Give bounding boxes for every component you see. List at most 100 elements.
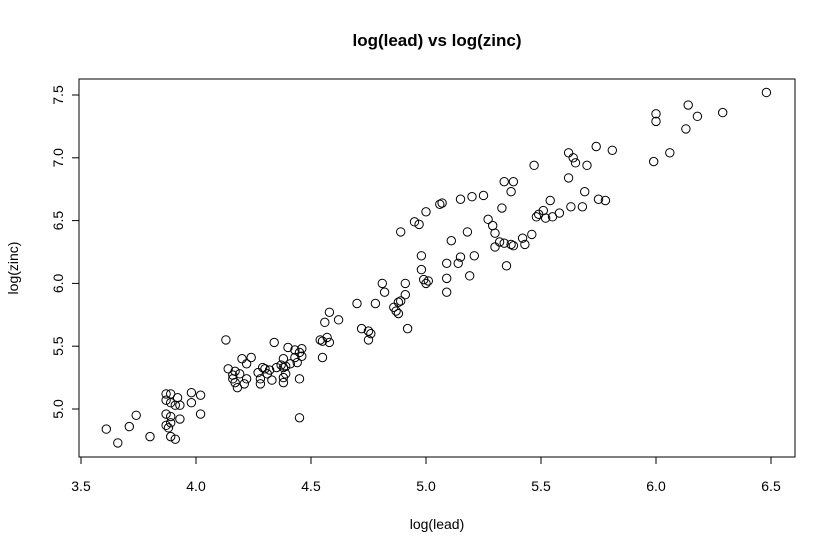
x-tick-label: 5.0	[416, 478, 436, 494]
data-point	[506, 239, 516, 250]
data-point	[508, 176, 519, 187]
data-point	[269, 337, 279, 348]
y-tick-label: 6.5	[50, 211, 66, 231]
data-point	[223, 364, 233, 374]
data-point	[600, 195, 611, 206]
data-point	[649, 156, 659, 167]
data-point	[568, 153, 578, 163]
data-point	[186, 387, 197, 398]
data-point	[517, 233, 528, 243]
data-point	[267, 375, 277, 385]
data-point	[651, 116, 661, 127]
data-point	[391, 306, 401, 316]
data-point	[163, 423, 174, 433]
data-point	[531, 212, 542, 222]
data-point	[255, 379, 266, 389]
data-point	[563, 148, 574, 158]
y-axis-label: log(zinc)	[5, 242, 21, 295]
data-point	[563, 173, 574, 183]
data-point	[421, 278, 431, 289]
data-point	[221, 335, 231, 345]
data-point	[396, 227, 406, 237]
data-point	[665, 148, 675, 158]
data-point	[379, 287, 390, 297]
x-tick-label: 6.5	[761, 478, 781, 494]
data-point	[455, 194, 466, 204]
data-point	[442, 287, 452, 297]
data-point	[294, 413, 305, 423]
data-point	[499, 176, 509, 187]
data-point	[290, 345, 300, 355]
data-point	[294, 374, 305, 384]
data-point	[352, 298, 362, 309]
y-tick-label: 7.5	[50, 85, 66, 105]
data-point	[396, 296, 406, 306]
data-point	[161, 420, 171, 431]
data-point	[170, 434, 181, 444]
data-point	[333, 315, 344, 325]
data-point	[278, 377, 289, 388]
data-point	[506, 187, 516, 197]
data-point	[651, 109, 661, 119]
data-point	[554, 208, 565, 218]
data-point	[497, 203, 507, 213]
x-tick-label: 4.0	[186, 478, 206, 494]
data-point	[490, 228, 500, 238]
data-point	[400, 278, 410, 289]
data-point	[508, 241, 519, 251]
data-point	[237, 354, 247, 364]
data-point	[260, 364, 270, 374]
data-point	[264, 365, 275, 375]
x-tick-label: 4.5	[301, 478, 321, 494]
data-point	[113, 438, 123, 448]
data-point	[320, 317, 330, 328]
data-point	[469, 251, 479, 261]
data-point	[281, 361, 291, 371]
data-point	[241, 374, 252, 384]
data-point	[501, 261, 512, 271]
data-point	[402, 323, 413, 334]
data-point	[437, 198, 447, 208]
data-point	[683, 100, 693, 110]
data-point	[421, 207, 431, 217]
data-point	[377, 278, 387, 289]
data-point	[230, 366, 240, 377]
data-point	[363, 335, 374, 345]
data-point	[577, 202, 588, 212]
data-point	[324, 307, 335, 317]
data-point	[761, 87, 772, 98]
data-point	[166, 431, 176, 442]
data-point	[315, 335, 325, 345]
data-point	[195, 409, 206, 419]
data-point	[166, 398, 176, 408]
chart-title: log(lead) vs log(zinc)	[352, 31, 521, 50]
data-point	[545, 195, 555, 206]
data-point	[161, 389, 171, 399]
data-point	[235, 369, 245, 379]
x-axis: 3.5 4.0 4.5 5.0 5.5 6.0 6.5	[71, 456, 781, 494]
data-point	[239, 379, 250, 389]
data-point	[230, 377, 240, 388]
y-tick-label: 6.0	[50, 273, 66, 293]
data-point	[566, 202, 576, 212]
data-point	[131, 410, 141, 420]
y-tick-label: 5.0	[50, 399, 66, 419]
data-point	[292, 357, 302, 368]
data-point	[483, 214, 493, 225]
data-point	[161, 409, 171, 419]
data-point	[455, 252, 466, 262]
data-point	[241, 359, 252, 369]
x-tick-label: 5.5	[531, 478, 551, 494]
data-point	[276, 360, 286, 370]
data-point	[322, 332, 332, 343]
data-point	[271, 362, 282, 373]
data-point	[166, 418, 176, 428]
data-point	[462, 227, 473, 237]
data-point	[370, 298, 381, 309]
data-point	[442, 273, 452, 284]
x-axis-label: log(lead)	[410, 516, 464, 532]
data-point	[297, 344, 307, 354]
data-point	[591, 141, 601, 152]
data-point	[161, 395, 171, 405]
data-point	[692, 111, 703, 122]
